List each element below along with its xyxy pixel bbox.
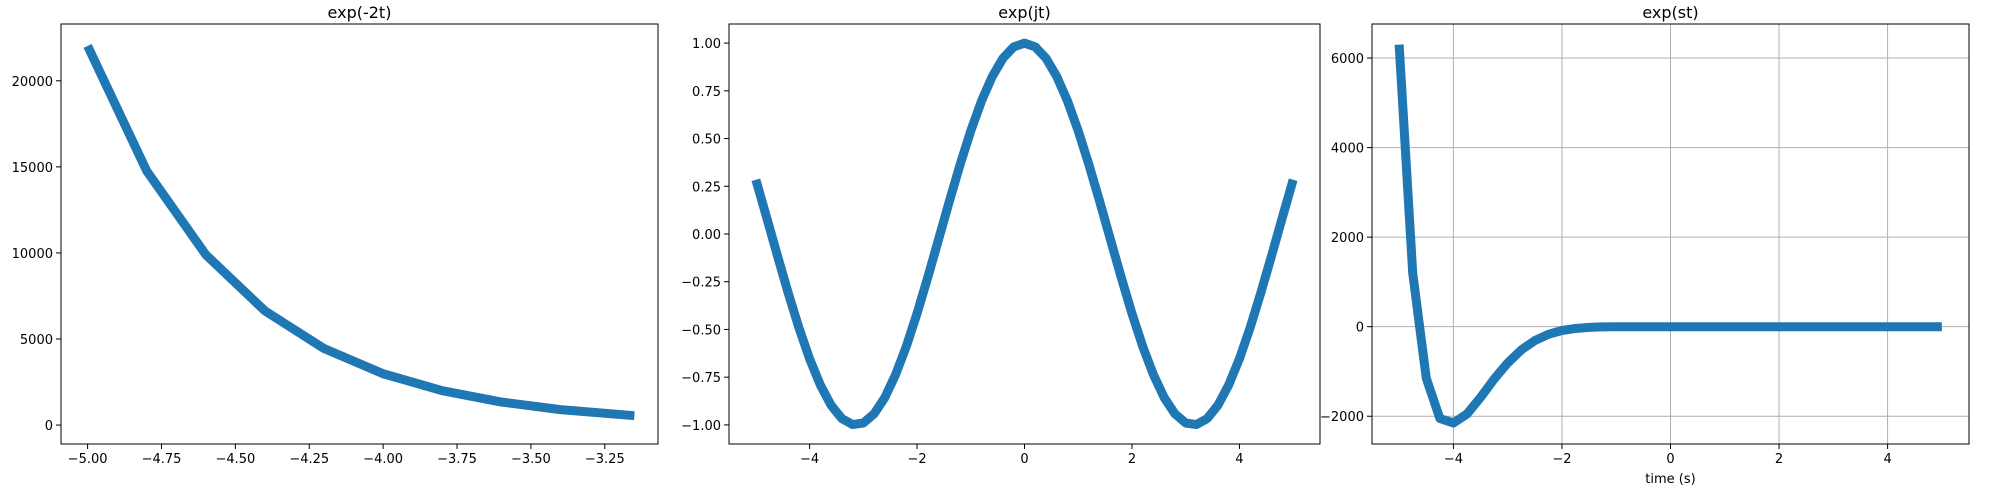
x-tick-label-4: 4 — [1883, 452, 1891, 467]
chart-title: exp(st) — [1642, 3, 1698, 22]
x-tick-label-0: 0 — [1020, 452, 1028, 467]
x-tick-label-neg4-75: −4.75 — [142, 452, 182, 467]
y-tick-label-0: 0 — [45, 419, 53, 434]
y-tick-label-1-00: 1.00 — [692, 37, 721, 52]
y-tick-label-4000: 4000 — [1331, 142, 1364, 157]
chart-title: exp(jt) — [998, 3, 1050, 22]
y-tick-label-neg0-75: −0.75 — [681, 371, 721, 386]
chart-panel-exp-neg2t: −5.00 −4.75 −4.50 −4.25 −4.00 −3.75 −3.50 −3.25… — [12, 3, 659, 467]
x-tick-label-neg3-25: −3.25 — [585, 452, 625, 467]
chart-panel-exp-jt: −4 −2 0 2 4 −1.00 −0.75 −0.50 −0.25 0.00 0.25 0.50 0… — [681, 3, 1321, 467]
x-tick-label-4: 4 — [1235, 452, 1243, 467]
y-tick-label-0-50: 0.50 — [692, 133, 721, 148]
y-tick-label-10000: 10000 — [12, 247, 53, 262]
y-tick-label-0: 0 — [1356, 321, 1364, 336]
x-tick-label-0: 0 — [1666, 452, 1674, 467]
y-tick-label-0-75: 0.75 — [692, 85, 721, 100]
chart-panel-exp-st: −4 −2 0 2 4 −2000 0 2000 4000 6000 exp(st) time (s) — [1320, 3, 1970, 487]
series-line — [751, 38, 1298, 430]
x-tick-label-neg3-75: −3.75 — [437, 452, 477, 467]
y-tick-label-neg2000: −2000 — [1320, 410, 1364, 425]
x-tick-label-neg3-50: −3.50 — [511, 452, 551, 467]
x-axis-label: time (s) — [1645, 472, 1695, 487]
x-tick-label-neg4-00: −4.00 — [363, 452, 403, 467]
y-tick-label-0-00: 0.00 — [692, 228, 721, 243]
x-tick-label-neg4-50: −4.50 — [215, 452, 255, 467]
x-tick-label-neg5-00: −5.00 — [68, 452, 108, 467]
y-tick-label-neg0-50: −0.50 — [681, 323, 721, 338]
axes-frame — [60, 23, 659, 445]
series-line — [1394, 44, 1942, 428]
chart-title: exp(-2t) — [328, 3, 392, 22]
series-line — [83, 44, 635, 421]
y-tick-label-neg1-00: −1.00 — [681, 419, 721, 434]
y-tick-label-6000: 6000 — [1331, 52, 1364, 67]
y-tick-label-0-25: 0.25 — [692, 180, 721, 195]
y-tick-label-neg0-25: −0.25 — [681, 276, 721, 291]
y-tick-label-20000: 20000 — [12, 75, 53, 90]
x-tick-label-neg2: −2 — [907, 452, 926, 467]
x-tick-label-2: 2 — [1128, 452, 1136, 467]
y-tick-label-15000: 15000 — [12, 161, 53, 176]
y-tick-label-2000: 2000 — [1331, 231, 1364, 246]
x-tick-label-neg2: −2 — [1552, 452, 1571, 467]
x-tick-label-neg4-25: −4.25 — [289, 452, 329, 467]
y-tick-label-5000: 5000 — [20, 333, 53, 348]
x-tick-label-neg4: −4 — [800, 452, 819, 467]
x-tick-label-neg4: −4 — [1444, 452, 1463, 467]
x-tick-label-2: 2 — [1775, 452, 1783, 467]
